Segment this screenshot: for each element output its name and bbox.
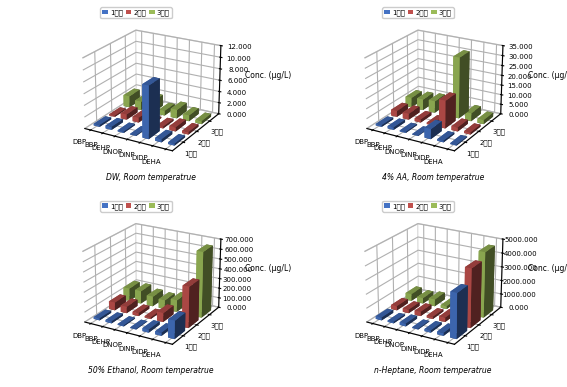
Legend: 1개월, 2개월, 3개월: 1개월, 2개월, 3개월 [100,7,172,18]
Legend: 1개월, 2개월, 3개월: 1개월, 2개월, 3개월 [382,7,454,18]
Legend: 1개월, 2개월, 3개월: 1개월, 2개월, 3개월 [100,201,172,212]
Text: DW, Room temperatrue: DW, Room temperatrue [106,173,196,182]
Legend: 1개월, 2개월, 3개월: 1개월, 2개월, 3개월 [382,201,454,212]
Text: 50% Ethanol, Room temperatrue: 50% Ethanol, Room temperatrue [88,366,214,375]
Text: n-Heptane, Room temperatrue: n-Heptane, Room temperatrue [374,366,492,375]
Text: 4% AA, Room temperatrue: 4% AA, Room temperatrue [382,173,484,182]
